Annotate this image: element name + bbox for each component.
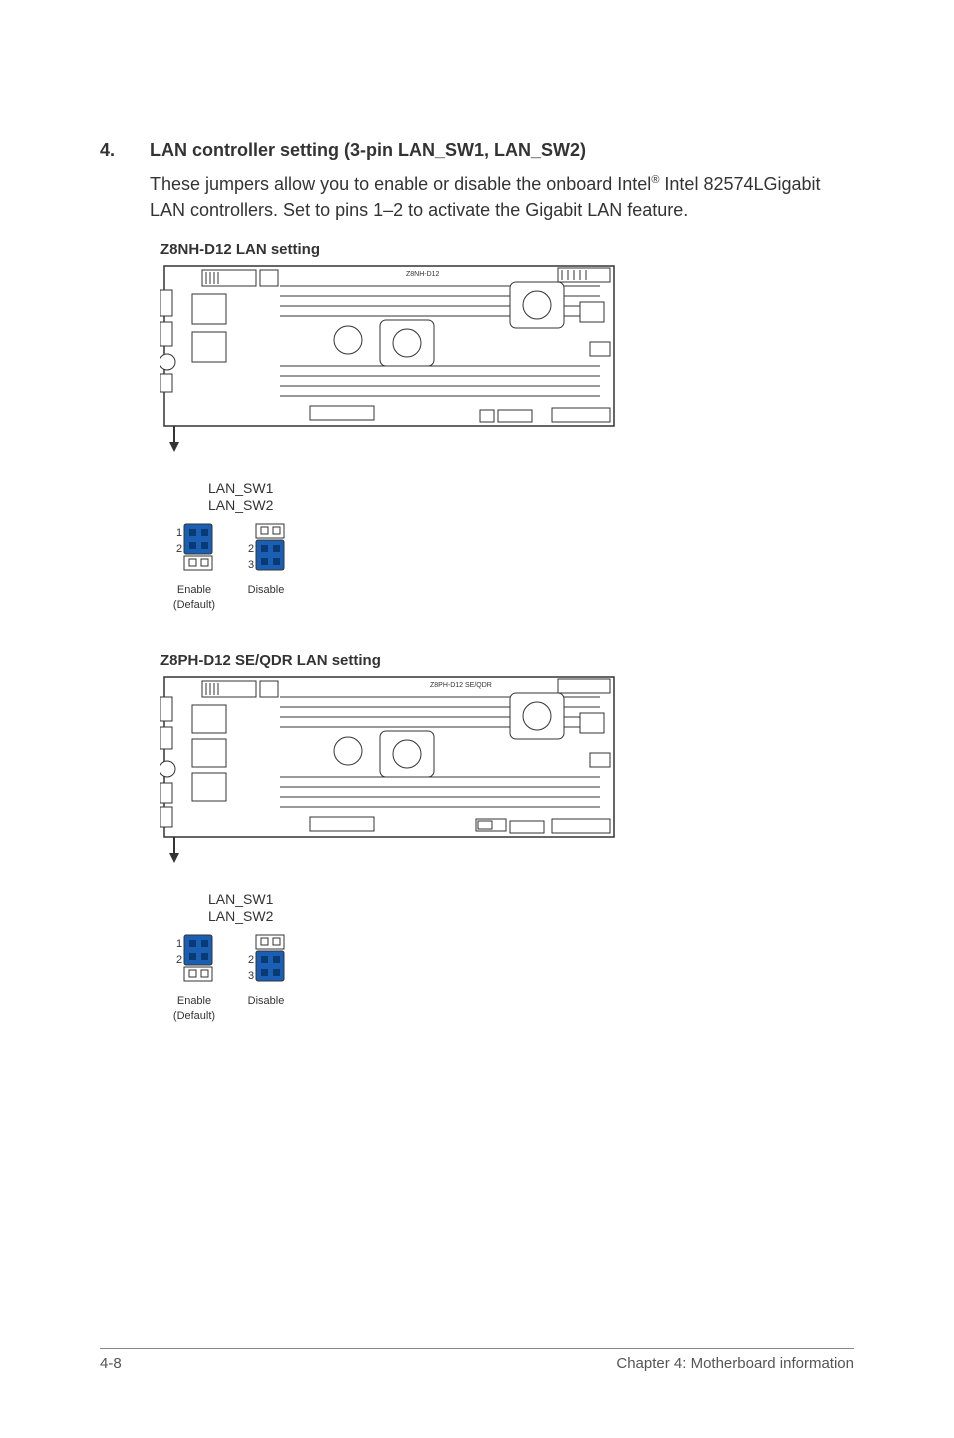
svg-text:2: 2 (248, 543, 254, 555)
jumper-enable: 1 2 Enable (Default) (172, 522, 216, 612)
disable-caption-1b: Disable (244, 995, 288, 1008)
diagram-2-title: Z8PH-D12 SE/QDR LAN setting (160, 652, 854, 669)
jumper-enable-b: 1 2 Enable (Default) (172, 933, 216, 1023)
section-number: 4. (100, 140, 120, 161)
jumper-disable-b: 2 3 Disable (244, 933, 288, 1008)
page-footer: 4-8 Chapter 4: Motherboard information (100, 1348, 854, 1372)
svg-text:Z8NH-D12: Z8NH-D12 (406, 271, 440, 278)
footer-page-number: 4-8 (100, 1355, 122, 1372)
enable-caption-2b: (Default) (172, 1010, 216, 1023)
footer-chapter: Chapter 4: Motherboard information (616, 1355, 854, 1372)
svg-text:2: 2 (176, 954, 182, 966)
jumper-disable: 2 3 Disable (244, 522, 288, 597)
enable-caption-1b: Enable (172, 995, 216, 1008)
jumper-label-2: LAN_SW2 (208, 497, 854, 514)
board-diagram-1: Z8NH-D12 (160, 262, 620, 452)
jumper-label-1b: LAN_SW1 (208, 891, 854, 908)
section-body: These jumpers allow you to enable or dis… (150, 171, 854, 223)
jumper-label-2b: LAN_SW2 (208, 908, 854, 925)
svg-text:1: 1 (176, 527, 182, 539)
svg-text:1: 1 (176, 938, 182, 950)
svg-text:2: 2 (176, 543, 182, 555)
diagram-1-title: Z8NH-D12 LAN setting (160, 241, 854, 258)
svg-text:Z8PH-D12 SE/QDR: Z8PH-D12 SE/QDR (430, 682, 492, 689)
svg-text:3: 3 (248, 559, 254, 571)
jumper-label-1: LAN_SW1 (208, 480, 854, 497)
svg-text:3: 3 (248, 970, 254, 982)
diagram-1: Z8NH-D12 LAN setting (160, 241, 854, 612)
disable-caption-1: Disable (244, 584, 288, 597)
diagram-2: Z8PH-D12 SE/QDR LAN setting (160, 652, 854, 1023)
board-diagram-2: Z8PH-D12 SE/QDR (160, 673, 620, 863)
svg-text:2: 2 (248, 954, 254, 966)
enable-caption-1: Enable (172, 584, 216, 597)
enable-caption-2: (Default) (172, 599, 216, 612)
section-title: LAN controller setting (3-pin LAN_SW1, L… (150, 140, 586, 161)
